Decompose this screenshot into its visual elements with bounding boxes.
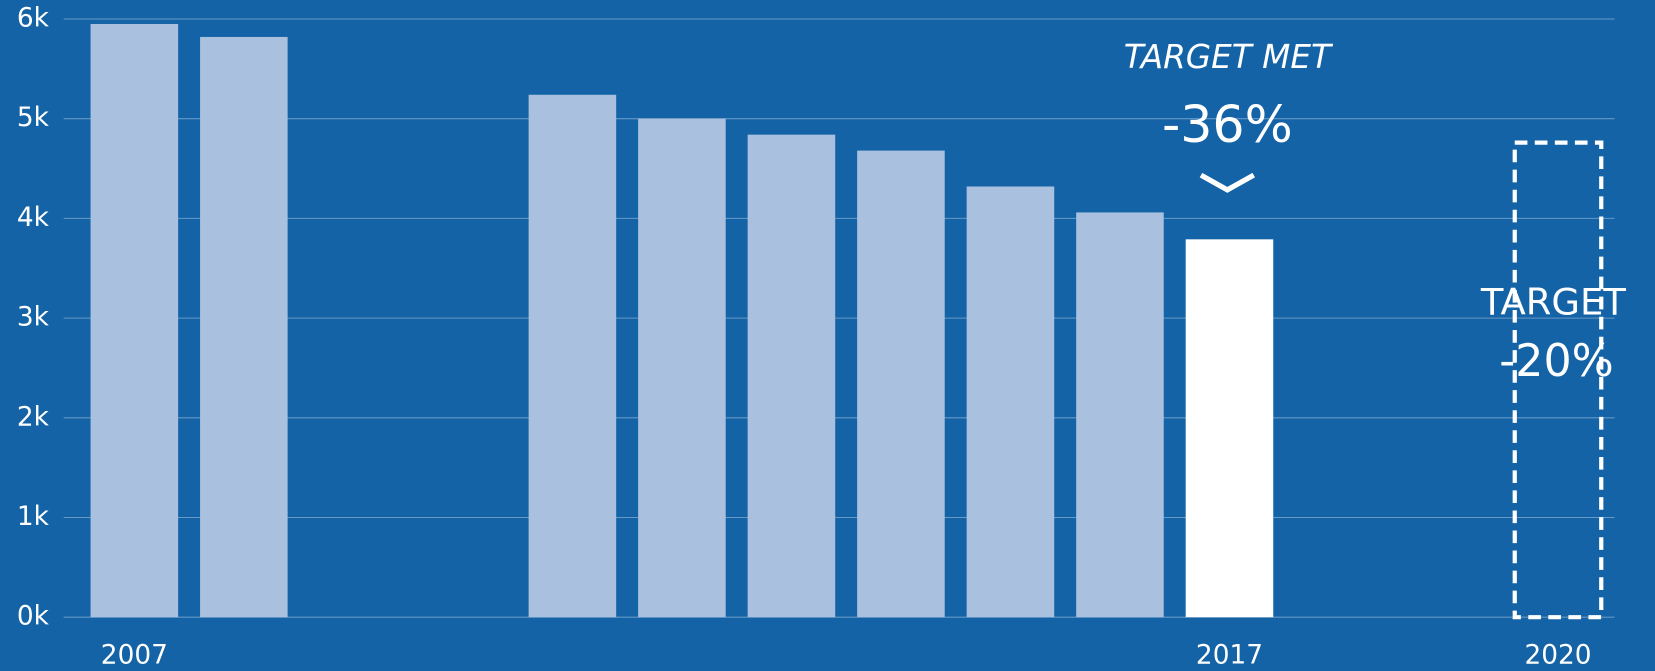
bar [966,186,1055,618]
annotation: TARGET MET [1124,38,1334,76]
y-tick-label: 0k [17,602,50,632]
bar [1076,212,1164,618]
bar [638,118,726,618]
y-tick-label: 5k [17,103,50,133]
x-tick-label: 2017 [1196,641,1263,671]
y-tick-label: 6k [17,3,50,33]
x-tick-label: 2007 [101,641,168,671]
bar [528,94,617,618]
y-tick-label: 4k [17,203,50,233]
bar [1185,239,1274,618]
bar [747,134,836,618]
y-tick-label: 2k [17,402,50,432]
chevron [1199,172,1256,193]
annotation: -20% [1499,336,1613,387]
target-bar [1512,140,1604,620]
annotation: -36% [1162,95,1293,154]
bar [200,36,288,618]
y-tick-label: 1k [17,502,50,532]
bar [857,150,945,618]
annotation: TARGET [1480,280,1626,323]
bar [90,23,179,618]
x-tick-label: 2020 [1524,641,1591,671]
y-tick-label: 3k [17,303,50,333]
